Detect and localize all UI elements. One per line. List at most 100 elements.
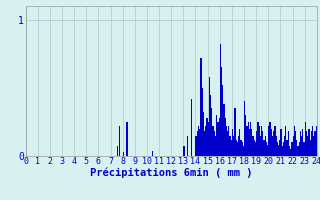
Bar — [204, 131, 205, 156]
Bar — [289, 146, 290, 156]
Bar — [242, 142, 243, 156]
Bar — [198, 126, 199, 156]
Bar — [233, 136, 234, 156]
Bar — [261, 126, 262, 156]
Bar — [301, 136, 302, 156]
Bar — [255, 142, 256, 156]
Bar — [240, 140, 242, 156]
Bar — [278, 145, 279, 156]
Bar — [305, 122, 306, 156]
Bar — [285, 126, 286, 156]
X-axis label: Précipitations 6min ( mm ): Précipitations 6min ( mm ) — [90, 168, 252, 178]
Bar — [276, 136, 277, 156]
Bar — [302, 129, 303, 156]
Bar — [199, 129, 200, 156]
Bar — [294, 126, 295, 156]
Bar — [229, 136, 231, 156]
Bar — [246, 126, 248, 156]
Bar — [307, 136, 308, 156]
Bar — [292, 136, 294, 156]
Bar — [267, 145, 268, 156]
Bar — [265, 136, 266, 156]
Bar — [227, 131, 228, 156]
Bar — [226, 126, 227, 156]
Bar — [314, 131, 316, 156]
Bar — [219, 118, 220, 156]
Bar — [290, 149, 291, 156]
Bar — [187, 136, 188, 156]
Bar — [203, 112, 204, 156]
Bar — [299, 142, 300, 156]
Bar — [210, 95, 211, 156]
Bar — [266, 142, 267, 156]
Bar — [259, 126, 260, 156]
Bar — [260, 136, 261, 156]
Bar — [311, 131, 312, 156]
Bar — [283, 142, 284, 156]
Bar — [272, 136, 273, 156]
Bar — [243, 146, 244, 156]
Bar — [244, 101, 245, 156]
Bar — [216, 115, 217, 156]
Bar — [303, 142, 305, 156]
Bar — [295, 131, 296, 156]
Bar — [271, 129, 272, 156]
Bar — [256, 131, 257, 156]
Bar — [291, 142, 292, 156]
Bar — [237, 142, 238, 156]
Bar — [220, 44, 221, 156]
Bar — [197, 131, 198, 156]
Bar — [252, 136, 254, 156]
Bar — [313, 136, 314, 156]
Bar — [231, 140, 232, 156]
Bar — [251, 129, 252, 156]
Bar — [239, 129, 240, 156]
Bar — [268, 126, 269, 156]
Bar — [228, 126, 229, 156]
Bar — [152, 151, 153, 156]
Bar — [214, 131, 215, 156]
Bar — [217, 122, 219, 156]
Bar — [123, 152, 124, 156]
Bar — [236, 140, 237, 156]
Bar — [288, 131, 289, 156]
Bar — [211, 108, 212, 156]
Bar — [257, 122, 259, 156]
Bar — [312, 126, 313, 156]
Bar — [309, 140, 311, 156]
Bar — [202, 88, 203, 156]
Bar — [286, 140, 288, 156]
Bar — [284, 136, 285, 156]
Bar — [116, 146, 118, 156]
Bar — [250, 122, 251, 156]
Bar — [316, 126, 317, 156]
Bar — [300, 131, 301, 156]
Bar — [191, 99, 192, 156]
Bar — [206, 118, 208, 156]
Bar — [280, 129, 282, 156]
Bar — [119, 126, 120, 156]
Bar — [269, 122, 271, 156]
Bar — [223, 104, 225, 156]
Bar — [196, 136, 197, 156]
Bar — [183, 146, 185, 156]
Bar — [200, 58, 202, 156]
Bar — [221, 67, 222, 156]
Bar — [215, 136, 216, 156]
Bar — [282, 146, 283, 156]
Bar — [209, 77, 210, 156]
Bar — [296, 140, 297, 156]
Bar — [225, 118, 226, 156]
Bar — [273, 131, 274, 156]
Bar — [274, 126, 276, 156]
Bar — [248, 122, 249, 156]
Bar — [297, 146, 299, 156]
Bar — [234, 108, 236, 156]
Bar — [254, 140, 255, 156]
Bar — [208, 122, 209, 156]
Bar — [263, 140, 265, 156]
Bar — [245, 115, 246, 156]
Bar — [126, 122, 128, 156]
Bar — [262, 131, 263, 156]
Bar — [222, 85, 223, 156]
